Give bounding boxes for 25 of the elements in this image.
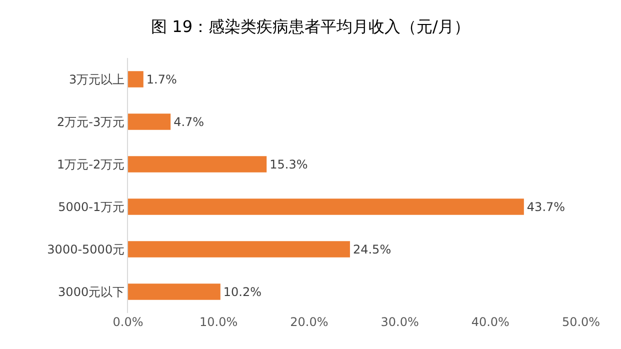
bar <box>128 241 350 258</box>
bar <box>128 114 171 130</box>
y-tick-label: 3万元以上 <box>68 72 125 86</box>
chart-title: 图 19：感染类疾病患者平均月收入（元/月） <box>151 17 470 36</box>
y-tick-label: 3000元以下 <box>58 284 125 299</box>
bar <box>128 71 144 88</box>
data-label: 15.3% <box>270 157 308 172</box>
y-tick-label: 3000-5000元 <box>47 242 125 256</box>
x-tick-label: 40.0% <box>471 315 510 329</box>
x-tick-label: 50.0% <box>562 315 600 329</box>
data-label: 24.5% <box>352 242 392 256</box>
bar <box>128 156 267 172</box>
x-tick-label: 0.0% <box>112 315 144 329</box>
x-tick-label: 20.0% <box>290 315 328 329</box>
x-tick-label: 30.0% <box>380 315 419 329</box>
bar <box>128 284 220 300</box>
bar <box>128 198 524 215</box>
data-label: 1.7% <box>146 72 177 86</box>
data-label: 43.7% <box>526 200 566 214</box>
y-tick-label: 5000-1万元 <box>58 200 125 214</box>
x-tick-label: 10.0% <box>200 315 238 329</box>
data-label: 4.7% <box>174 114 204 129</box>
data-label: 10.2% <box>223 284 262 299</box>
y-tick-label: 1万元-2万元 <box>56 157 125 172</box>
y-tick-label: 2万元-3万元 <box>56 114 125 129</box>
